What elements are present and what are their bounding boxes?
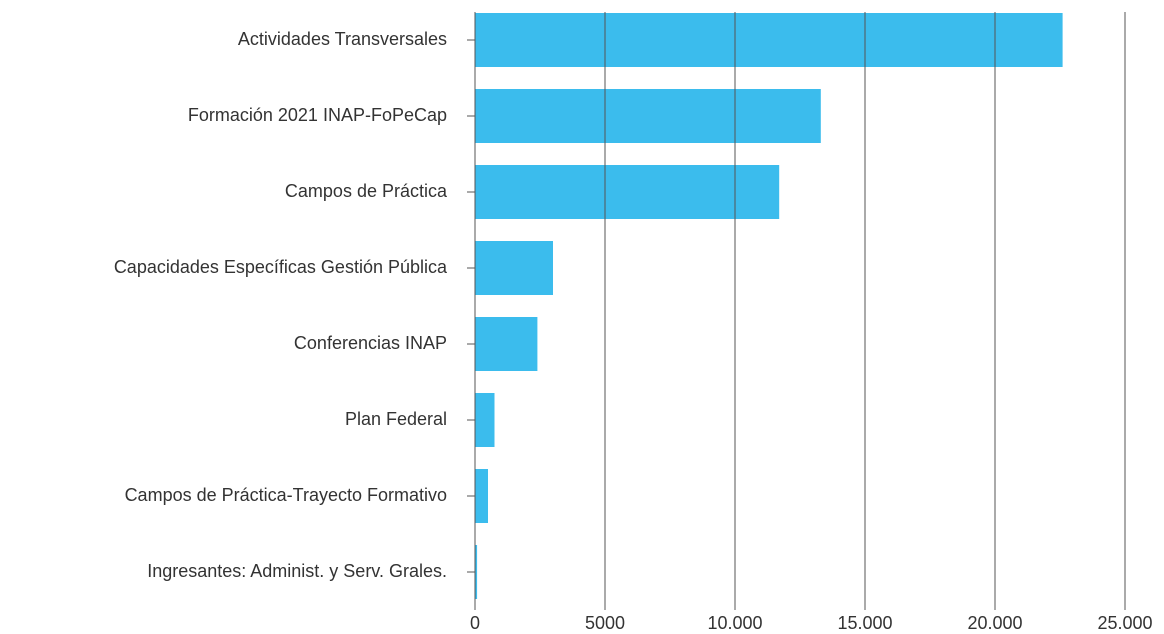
bar	[475, 317, 538, 371]
x-tick-label: 0	[470, 613, 480, 633]
bar	[475, 13, 1063, 67]
y-tick-label: Conferencias INAP	[294, 333, 447, 353]
bar	[475, 241, 553, 295]
x-tick-label: 20.000	[967, 613, 1022, 633]
y-tick-label: Capacidades Específicas Gestión Pública	[114, 257, 448, 277]
y-tick-label: Plan Federal	[345, 409, 447, 429]
bar	[475, 469, 488, 523]
bar	[475, 545, 478, 599]
y-tick-label: Campos de Práctica	[285, 181, 448, 201]
x-tick-label: 15.000	[837, 613, 892, 633]
bar	[475, 393, 495, 447]
bar	[475, 89, 821, 143]
y-tick-label: Actividades Transversales	[238, 29, 447, 49]
x-tick-label: 25.000	[1097, 613, 1152, 633]
y-tick-label: Campos de Práctica-Trayecto Formativo	[125, 485, 447, 505]
bar	[475, 165, 780, 219]
y-tick-label: Ingresantes: Administ. y Serv. Grales.	[147, 561, 447, 581]
y-tick-label: Formación 2021 INAP-FoPeCap	[188, 105, 447, 125]
x-tick-label: 5000	[585, 613, 625, 633]
x-tick-label: 10.000	[707, 613, 762, 633]
